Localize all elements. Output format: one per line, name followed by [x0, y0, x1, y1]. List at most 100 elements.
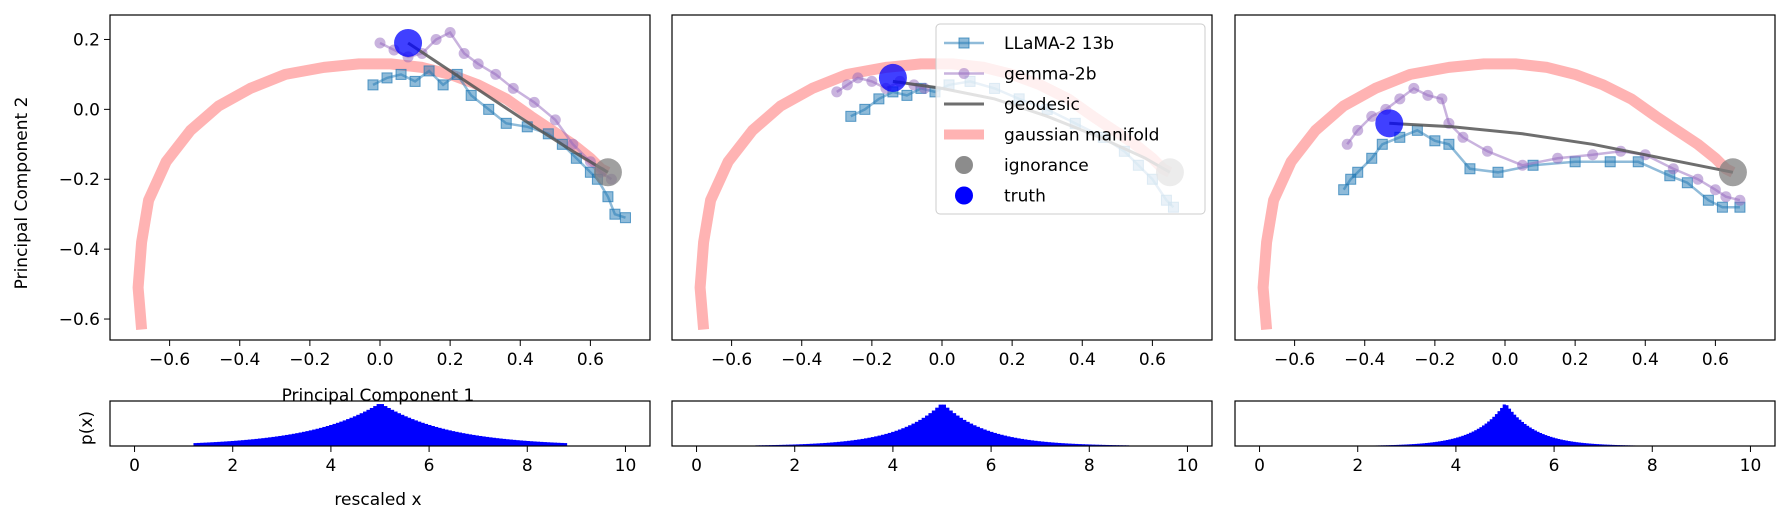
hist-bar — [850, 440, 855, 446]
hist-bar — [1040, 441, 1045, 446]
hist-bar — [454, 431, 459, 446]
y-axis-title-main: Principal Component 2 — [12, 97, 32, 290]
hist-bar — [244, 439, 249, 446]
hist-bar — [992, 432, 997, 446]
hist-bar — [1546, 436, 1550, 446]
gemma-point — [866, 75, 878, 87]
x-tick-label: 4 — [887, 456, 898, 476]
hist-bar — [962, 419, 967, 446]
hist-bar — [1053, 442, 1058, 446]
gemma-point — [1457, 131, 1469, 143]
hist-bar — [485, 436, 490, 446]
hist-bar — [213, 442, 218, 446]
gemma-point — [430, 33, 442, 45]
hist-bar — [349, 417, 354, 446]
x-axis-title-main: Principal Component 1 — [282, 386, 475, 406]
hist-bar — [386, 407, 391, 446]
hist-bar — [298, 432, 303, 446]
hist-bar — [880, 434, 885, 446]
hist-bar — [251, 439, 256, 446]
hist-bar — [237, 440, 242, 446]
legend-handle-marker — [955, 186, 973, 205]
llama-point — [1352, 166, 1364, 178]
gemma-point — [507, 82, 519, 94]
hist-bar — [833, 442, 838, 446]
hist-bar — [1518, 419, 1522, 446]
x-tick-label: 0 — [129, 456, 140, 476]
hist-bar — [986, 430, 991, 446]
hist-bar — [359, 413, 364, 446]
hist-bar — [1084, 444, 1089, 446]
legend-label-manifold: gaussian manifold — [1004, 126, 1159, 146]
hist-bar — [1456, 437, 1460, 446]
axes-frame — [109, 400, 651, 447]
hist-bar — [1087, 444, 1092, 446]
hist-bar — [1544, 435, 1548, 446]
hist-bar — [254, 438, 259, 446]
manifold-line — [132, 58, 611, 330]
hist-bar — [441, 428, 446, 446]
legend-label-geodesic: geodesic — [1004, 95, 1080, 115]
hist-bar — [1564, 440, 1568, 446]
hist-bar — [911, 423, 916, 446]
hist-bar — [1461, 435, 1465, 446]
hist-bar — [430, 425, 435, 446]
hist-bar — [1006, 436, 1011, 446]
gemma-point — [1552, 152, 1564, 164]
hist-bar — [240, 440, 245, 446]
hist-bar — [1453, 438, 1457, 446]
hist-bar — [196, 442, 201, 446]
x-tick-label: 0.2 — [999, 350, 1026, 370]
legend-label-truth: truth — [1004, 187, 1046, 207]
hist-bar — [227, 441, 232, 446]
hist-bar — [1595, 444, 1600, 446]
gemma-point — [1481, 145, 1493, 157]
hist-bar — [332, 423, 337, 446]
gemma-point — [831, 86, 843, 98]
llama-point — [500, 117, 512, 129]
hist-bar — [396, 413, 401, 446]
hist-bar — [1523, 423, 1527, 446]
legend-label-ignorance: ignorance — [1004, 156, 1089, 176]
hist-bar — [996, 433, 1001, 446]
y-axis-title-hist: p(x) — [77, 411, 97, 445]
llama-point — [409, 75, 421, 87]
hist-bar — [352, 416, 357, 446]
gemma-point — [490, 68, 502, 80]
hist-bar — [1484, 423, 1488, 446]
panel-3: −0.6 −0.4 −0.2 0.0 0.2 0.4 0.6 — [1234, 14, 1776, 370]
hist-bar — [1582, 443, 1587, 446]
hist-bar — [223, 441, 228, 446]
gemma-line — [379, 30, 613, 181]
hist-bar — [1531, 429, 1535, 446]
hist-bar — [1598, 444, 1602, 446]
llama-point — [1376, 138, 1388, 150]
hist-bar — [1502, 404, 1506, 446]
hist-bar — [884, 433, 889, 446]
llama-point — [1681, 177, 1693, 189]
hist-bar — [826, 442, 831, 446]
axes-frame — [671, 400, 1213, 447]
hist-bar — [1440, 440, 1444, 446]
hist-bar — [434, 426, 439, 446]
hist-bar — [1064, 443, 1069, 446]
gemma-point — [1709, 184, 1721, 196]
hist-bar — [1562, 440, 1566, 446]
x-axis-title-hist: rescaled x — [334, 490, 421, 510]
hist-bar — [1430, 442, 1434, 446]
gemma-point — [1720, 191, 1732, 203]
llama-point — [423, 65, 435, 77]
hist-bar — [1528, 427, 1532, 446]
panel-4: 0 2 4 6 8 10 — [109, 400, 651, 476]
gemma-point — [1408, 82, 1420, 94]
gemma-point — [374, 37, 386, 49]
llama-point — [381, 72, 393, 84]
hist-bar — [318, 427, 323, 446]
hist-bar — [393, 411, 398, 446]
hist-bar — [952, 413, 957, 446]
hist-bar — [1569, 441, 1574, 446]
hist-bar — [1422, 443, 1426, 446]
hist-bar — [536, 441, 541, 446]
hist-bar — [1606, 444, 1610, 446]
